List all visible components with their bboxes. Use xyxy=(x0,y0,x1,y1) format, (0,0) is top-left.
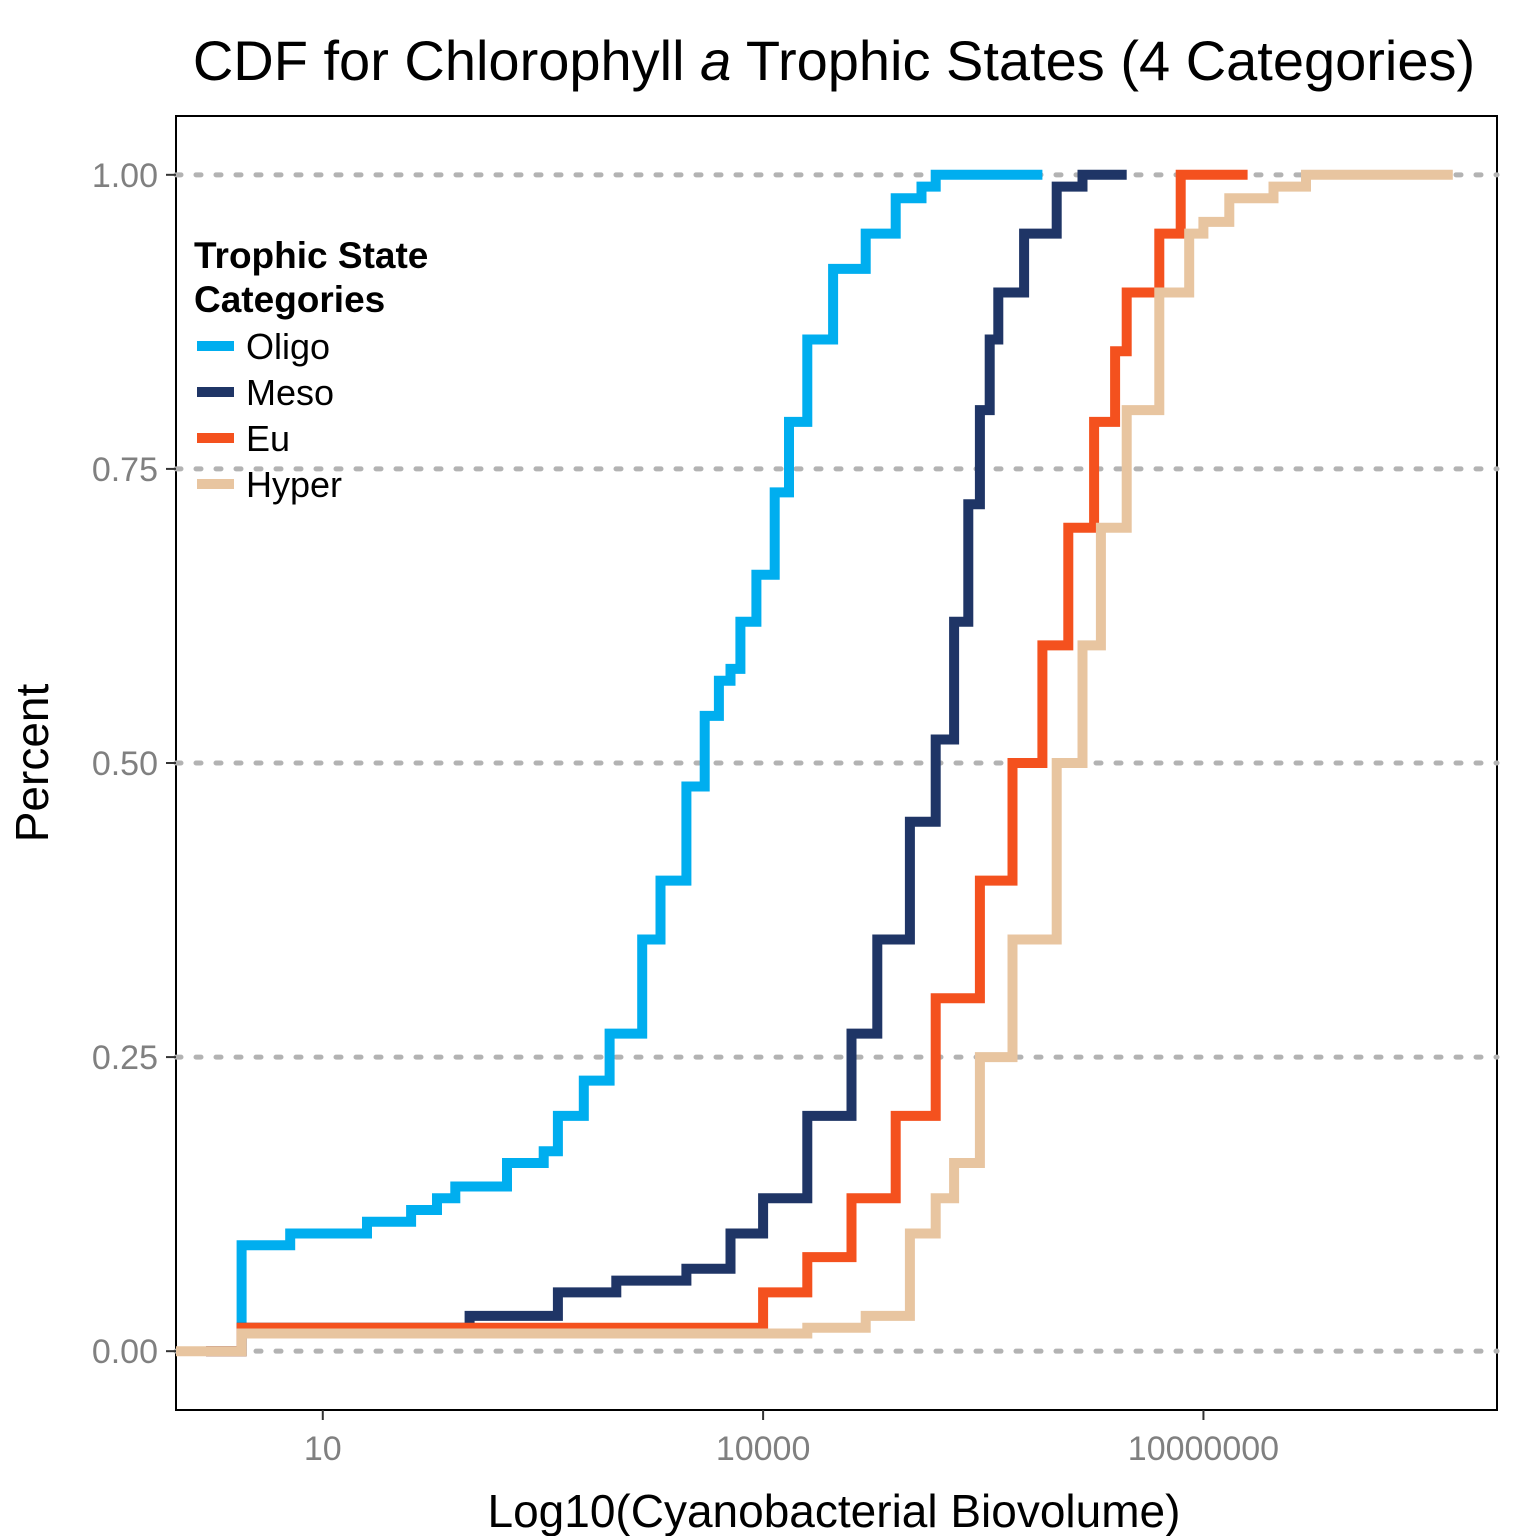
x-tick-label: 10000 xyxy=(716,1430,811,1468)
legend-label-oligo: Oligo xyxy=(246,326,330,367)
series-lines xyxy=(176,169,1453,1357)
y-tick-label: 1.00 xyxy=(92,157,158,195)
legend-label-meso: Meso xyxy=(246,372,334,413)
legend-label-hyper: Hyper xyxy=(246,464,342,505)
x-axis-title: Log10(Cyanobacterial Biovolume) xyxy=(488,1485,1181,1536)
series-line-oligo xyxy=(206,169,1043,1357)
legend-label-eu: Eu xyxy=(246,418,290,459)
legend: Trophic State Categories Oligo Meso Eu Hype… xyxy=(194,235,428,505)
y-tick-label: 0.25 xyxy=(92,1039,158,1077)
chart-title: CDF for Chlorophyll a Trophic States (4 … xyxy=(193,29,1475,92)
grid-lines xyxy=(173,172,1500,1354)
series-line-meso xyxy=(206,169,1127,1357)
legend-title-line-1: Trophic State xyxy=(194,235,428,276)
y-tick-label: 0.50 xyxy=(92,745,158,783)
x-tick-label: 10 xyxy=(304,1430,342,1468)
y-axis: 0.00 0.25 0.50 0.75 1.00 xyxy=(92,157,176,1371)
series-line-eu xyxy=(206,169,1248,1357)
series-line-hyper xyxy=(176,169,1453,1357)
legend-title-line-2: Categories xyxy=(194,279,385,320)
y-axis-title: Percent xyxy=(6,684,58,843)
x-tick-label: 10000000 xyxy=(1128,1430,1279,1468)
x-axis: 10 10000 10000000 xyxy=(304,1410,1279,1468)
y-tick-label: 0.75 xyxy=(92,451,158,489)
y-tick-label: 0.00 xyxy=(92,1333,158,1371)
